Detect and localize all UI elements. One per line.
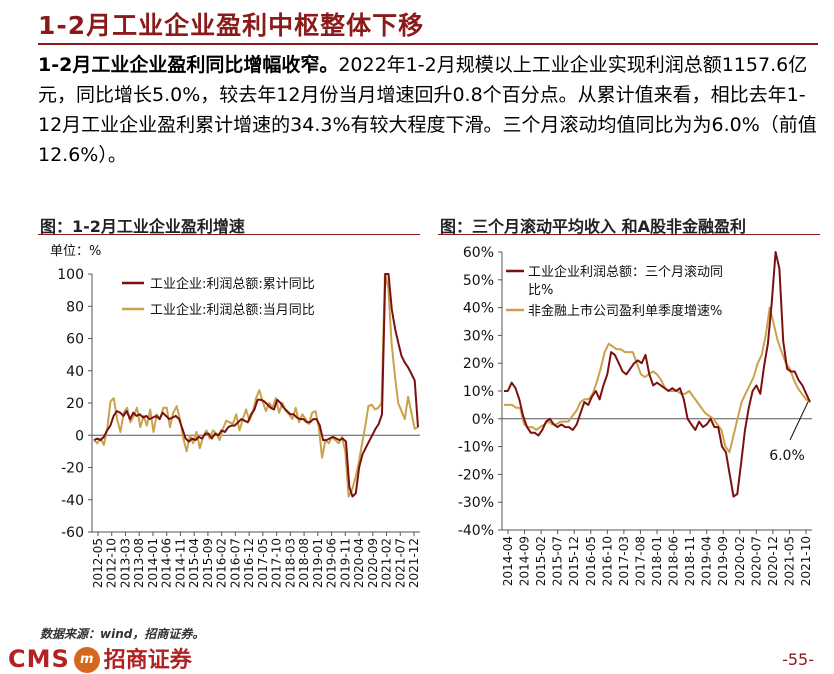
right-legend-label-cont: 比% [528, 283, 553, 298]
left-x-tick-label: 2020-04 [352, 538, 366, 588]
left-x-tick-label: 2013-03 [118, 538, 132, 588]
right-legend-label: 工业企业利润总额：三个月滚动同 [528, 264, 723, 280]
left-x-tick-label: 2018-08 [297, 538, 311, 588]
left-x-tick-label: 2017-10 [270, 538, 284, 588]
right-x-tick-label: 2020-07 [749, 536, 763, 586]
right-y-tick-label: 20% [463, 356, 494, 372]
right-x-tick-label: 2020-12 [766, 536, 780, 586]
left-x-tick-label: 2015-09 [201, 538, 215, 588]
left-chart-title: 图：1-2月工业企业盈利增速 [40, 217, 245, 236]
right-legend-label: 非金融上市公司盈利单季度增速% [528, 303, 722, 319]
logo-badge-icon: m [73, 647, 100, 673]
right-x-tick-label: 2017-03 [617, 536, 631, 586]
right-y-tick-label: 10% [463, 384, 494, 400]
right-chart-title-rule [438, 234, 820, 235]
right-x-tick-label: 2014-04 [501, 536, 515, 586]
summary-bold-lead: 1-2月工业企业盈利同比增幅收窄。 [38, 54, 339, 76]
right-y-tick-label: 30% [463, 328, 494, 344]
right-y-tick-label: -40% [458, 523, 494, 539]
right-x-tick-label: 2021-10 [799, 536, 813, 586]
right-x-tick-label: 2015-07 [551, 536, 565, 586]
right-x-tick-label: 2018-06 [667, 536, 681, 586]
left-y-tick-label: 0 [75, 428, 84, 444]
logo-chinese-text: 招商证券 [103, 648, 192, 673]
right-x-tick-label: 2021-05 [782, 536, 796, 586]
logo-cms-text: CMS [8, 645, 70, 673]
left-legend-label: 工业企业:利润总额:当月同比 [150, 302, 315, 318]
left-x-tick-label: 2016-12 [242, 538, 256, 588]
right-y-tick-label: 40% [463, 301, 494, 317]
right-y-tick-label: -10% [458, 440, 494, 456]
left-y-tick-label: 20 [66, 396, 84, 412]
right-x-tick-label: 2017-08 [633, 536, 647, 586]
right-y-tick-label: 60% [463, 245, 494, 261]
left-x-tick-label: 2019-06 [325, 538, 339, 588]
right-y-tick-label: -20% [458, 467, 494, 483]
data-source-note: 数据来源：wind，招商证券。 [40, 627, 205, 641]
right-chart-title: 图：三个月滚动平均收入 和A股非金融盈利 [440, 217, 746, 236]
right-x-tick-label: 2014-09 [518, 536, 532, 586]
right-y-tick-label: 0% [472, 412, 494, 428]
left-x-tick-label: 2017-05 [256, 538, 270, 588]
right-x-tick-label: 2015-02 [534, 536, 548, 586]
right-y-tick-label: -30% [458, 495, 494, 511]
right-x-tick-label: 2015-12 [567, 536, 581, 586]
left-x-tick-label: 2014-06 [160, 538, 174, 588]
left-x-tick-label: 2021-07 [393, 538, 407, 588]
right-annotation-label: 6.0% [769, 448, 805, 464]
left-unit-label: 单位：% [50, 244, 101, 259]
right-x-tick-label: 2016-05 [584, 536, 598, 586]
left-legend-label: 工业企业:利润总额:累计同比 [150, 276, 315, 292]
left-y-tick-label: 60 [66, 332, 84, 348]
right-series-line [504, 306, 811, 454]
left-x-tick-label: 2019-01 [311, 538, 325, 588]
left-x-tick-label: 2012-05 [91, 538, 105, 588]
summary-text: 2022年1-2月规模以上工业企业实现利润总额1157.6亿元，同比增长5.0%… [38, 54, 817, 166]
right-x-tick-label: 2020-02 [733, 536, 747, 586]
right-series-line [504, 251, 811, 498]
left-y-tick-label: 100 [57, 267, 84, 283]
left-x-tick-label: 2021-12 [407, 538, 421, 588]
right-x-tick-label: 2019-09 [716, 536, 730, 586]
left-x-tick-label: 2016-02 [215, 538, 229, 588]
left-x-tick-label: 2021-02 [380, 538, 394, 588]
left-x-tick-label: 2012-10 [105, 538, 119, 588]
title-divider [38, 43, 818, 45]
company-logo: CMS m 招商证券 [8, 642, 192, 674]
right-annotation-pointer [789, 401, 809, 441]
left-x-tick-label: 2018-03 [283, 538, 297, 588]
left-y-tick-label: -20 [61, 461, 84, 477]
left-series-line [93, 273, 419, 498]
page-title: 1-2月工业企业盈利中枢整体下移 [38, 11, 425, 40]
summary-paragraph: 1-2月工业企业盈利同比增幅收窄。2022年1-2月规模以上工业企业实现利润总额… [38, 50, 818, 170]
left-x-tick-label: 2015-04 [187, 538, 201, 588]
right-x-tick-label: 2018-11 [683, 536, 697, 586]
left-x-tick-label: 2013-08 [132, 538, 146, 588]
right-x-tick-label: 2019-04 [700, 536, 714, 586]
right-x-tick-label: 2016-10 [600, 536, 614, 586]
left-x-tick-label: 2014-01 [146, 538, 160, 588]
left-x-tick-label: 2020-09 [366, 538, 380, 588]
left-x-tick-label: 2019-11 [338, 538, 352, 588]
left-y-tick-label: -40 [61, 493, 84, 509]
page-number: -55- [782, 650, 814, 669]
left-y-tick-label: 40 [66, 364, 84, 380]
left-x-tick-label: 2016-07 [228, 538, 242, 588]
left-x-tick-label: 2014-11 [173, 538, 187, 588]
left-chart-title-rule [38, 234, 420, 235]
right-y-tick-label: 50% [463, 273, 494, 289]
left-y-tick-label: -60 [61, 525, 84, 541]
left-series-line [93, 273, 419, 498]
left-y-tick-label: 80 [66, 299, 84, 315]
right-x-tick-label: 2018-01 [650, 536, 664, 586]
right-line-chart: 60% 50% 40% 30% 20% 10% 0% -10% -20% -30% -40% 2014… [458, 245, 813, 586]
